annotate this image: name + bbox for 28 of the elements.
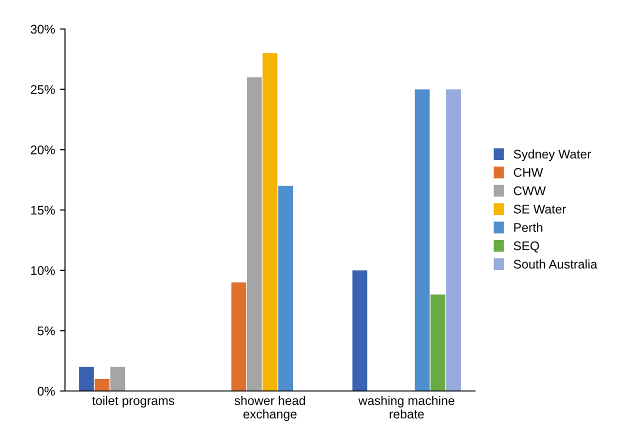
y-tick-label: 20% (30, 145, 55, 154)
bar (446, 89, 461, 391)
bar (414, 89, 430, 391)
y-tick-label: 25% (30, 85, 55, 94)
x-tick-label: shower head exchange (234, 396, 305, 421)
y-tick-label: 30% (30, 24, 55, 34)
y-tick-label: 15% (31, 206, 55, 215)
legend-label: Sydney Water (514, 149, 592, 162)
bar (430, 294, 446, 391)
legend-label: SE Water (514, 204, 566, 214)
bar (246, 77, 262, 391)
bar (79, 366, 94, 391)
y-tick-label: 5% (38, 326, 55, 336)
legend-label: Perth (514, 222, 542, 232)
bar (94, 378, 110, 391)
bar (352, 270, 368, 391)
legend-label: South Australia (514, 259, 598, 269)
bar (262, 53, 278, 391)
legend-label: SEQ (514, 241, 539, 252)
x-tick-label: washing machine rebate (358, 396, 454, 419)
bar (110, 366, 126, 391)
y-tick-label: 0% (38, 386, 55, 396)
legend-label: CHW (514, 168, 544, 177)
y-tick-label: 10% (31, 266, 55, 275)
x-tick-label: toilet programs (92, 396, 174, 408)
bar (231, 282, 246, 391)
legend-label: CWW (514, 186, 546, 196)
bar (278, 186, 294, 391)
